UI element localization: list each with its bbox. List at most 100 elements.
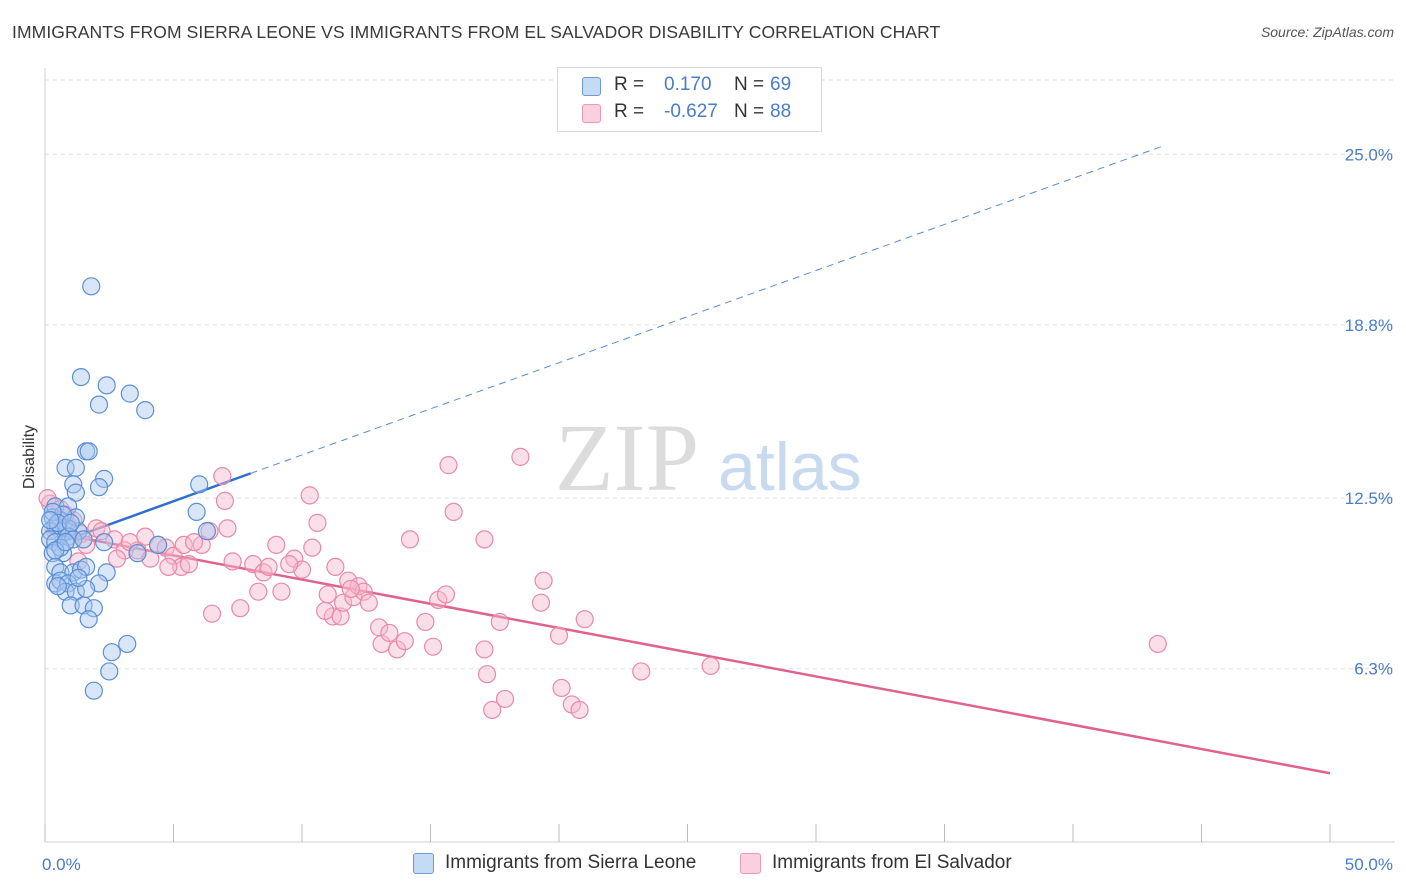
- point-el-salvador: [1148, 634, 1167, 654]
- point-sierra-leone: [84, 599, 103, 618]
- series-legend: Immigrants from Sierra Leone Immigrants …: [0, 850, 1406, 880]
- legend-swatch-pink: [740, 853, 761, 874]
- point-el-salvador: [107, 549, 127, 568]
- point-el-salvador: [483, 700, 502, 720]
- y-tick-label: 25.0%: [1345, 145, 1393, 164]
- axes: [44, 68, 1395, 843]
- point-el-salvador: [395, 632, 414, 651]
- point-el-salvador: [632, 662, 651, 681]
- x-tick-label: 0.0%: [42, 855, 81, 874]
- legend-label-el-salvador: Immigrants from El Salvador: [772, 852, 1012, 873]
- legend-r-value: -0.627: [664, 101, 718, 122]
- point-sierra-leone: [79, 442, 98, 461]
- y-axis-label: Disability: [21, 425, 38, 489]
- point-el-salvador: [179, 555, 199, 574]
- point-sierra-leone: [97, 376, 116, 395]
- point-sierra-leone: [148, 535, 168, 555]
- point-el-salvador: [174, 535, 193, 555]
- point-el-salvador: [300, 486, 319, 505]
- trend-line-sierra-leone: [44, 472, 252, 549]
- point-el-salvador: [701, 656, 720, 676]
- point-sierra-leone: [41, 511, 60, 530]
- point-sierra-leone: [56, 458, 75, 477]
- y-tick-label: 18.8%: [1345, 316, 1393, 335]
- point-el-salvador: [267, 535, 286, 555]
- legend-r-value: 0.170: [664, 74, 712, 95]
- trend-line-sierra-leone-extension: [250, 145, 1164, 474]
- legend-label-sierra-leone: Immigrants from Sierra Leone: [445, 852, 697, 873]
- watermark-atlas: atlas: [718, 429, 862, 505]
- point-sierra-leone: [74, 530, 93, 549]
- point-el-salvador: [318, 585, 337, 604]
- y-tick-labels: 6.3% 12.5% 18.8% 25.0%: [1345, 145, 1393, 678]
- legend-r-label: R =: [614, 74, 645, 95]
- point-el-salvador: [380, 623, 399, 643]
- point-sierra-leone: [66, 458, 85, 477]
- point-el-salvador: [87, 519, 106, 538]
- point-el-salvador: [184, 533, 204, 552]
- y-tick-label: 12.5%: [1345, 489, 1393, 508]
- point-sierra-leone: [197, 522, 217, 541]
- point-sierra-leone: [190, 475, 209, 494]
- gridlines: [45, 79, 1395, 670]
- point-el-salvador: [231, 599, 250, 618]
- point-el-salvador: [575, 610, 594, 629]
- point-sierra-leone: [120, 384, 139, 403]
- point-el-salvador: [303, 538, 322, 557]
- point-el-salvador: [359, 593, 378, 612]
- point-el-salvador: [218, 519, 237, 538]
- point-el-salvador: [316, 601, 335, 621]
- y-tick-label: 6.3%: [1354, 660, 1393, 679]
- point-sierra-leone: [128, 544, 147, 563]
- legend-n-value: 69: [770, 74, 792, 95]
- point-el-salvador: [495, 689, 515, 709]
- point-el-salvador: [334, 593, 353, 612]
- point-el-salvador: [159, 557, 178, 577]
- legend-n-value: 88: [770, 101, 792, 122]
- point-el-salvador: [326, 557, 345, 577]
- point-el-salvador: [254, 563, 273, 582]
- point-sierra-leone: [100, 662, 119, 681]
- point-sierra-leone: [66, 483, 85, 502]
- point-sierra-leone: [66, 582, 85, 601]
- point-el-salvador: [475, 530, 494, 549]
- point-sierra-leone: [51, 538, 70, 557]
- legend-swatch-blue: [582, 77, 601, 96]
- watermark: ZIP atlas: [555, 404, 862, 511]
- point-sierra-leone: [89, 478, 109, 497]
- point-sierra-leone: [69, 568, 88, 588]
- trend-lines: [44, 145, 1331, 775]
- chart-title: IMMIGRANTS FROM SIERRA LEONE VS IMMIGRAN…: [12, 22, 941, 42]
- point-el-salvador: [534, 571, 553, 590]
- point-sierra-leone: [187, 502, 206, 521]
- point-el-salvador: [308, 513, 327, 532]
- point-sierra-leone: [82, 277, 101, 296]
- point-el-salvador: [436, 585, 456, 604]
- point-el-salvador: [475, 640, 494, 659]
- watermark-zip: ZIP: [555, 404, 699, 511]
- point-el-salvador: [570, 700, 589, 720]
- legend-n-label: N =: [734, 74, 765, 95]
- x-tick-labels: 0.0% 50.0%: [42, 855, 1393, 874]
- point-sierra-leone: [118, 634, 137, 654]
- point-el-salvador: [416, 612, 435, 632]
- point-el-salvador: [215, 491, 234, 510]
- point-el-salvador: [202, 604, 222, 623]
- point-sierra-leone: [56, 533, 75, 552]
- legend-swatch-blue: [413, 853, 434, 874]
- point-el-salvador: [223, 552, 242, 571]
- point-el-salvador: [92, 522, 111, 541]
- point-sierra-leone: [48, 577, 67, 596]
- legend-swatch-pink: [582, 104, 601, 123]
- point-sierra-leone: [89, 395, 109, 414]
- point-el-salvador: [552, 678, 571, 698]
- point-el-salvador: [400, 530, 420, 549]
- point-el-salvador: [549, 626, 569, 645]
- point-sierra-leone: [71, 367, 91, 387]
- legend-n-label: N =: [734, 101, 765, 122]
- series-sierra-leone-points: [41, 277, 217, 700]
- trend-line-el-salvador: [44, 529, 1331, 775]
- point-el-salvador: [490, 612, 509, 632]
- point-sierra-leone: [136, 401, 155, 420]
